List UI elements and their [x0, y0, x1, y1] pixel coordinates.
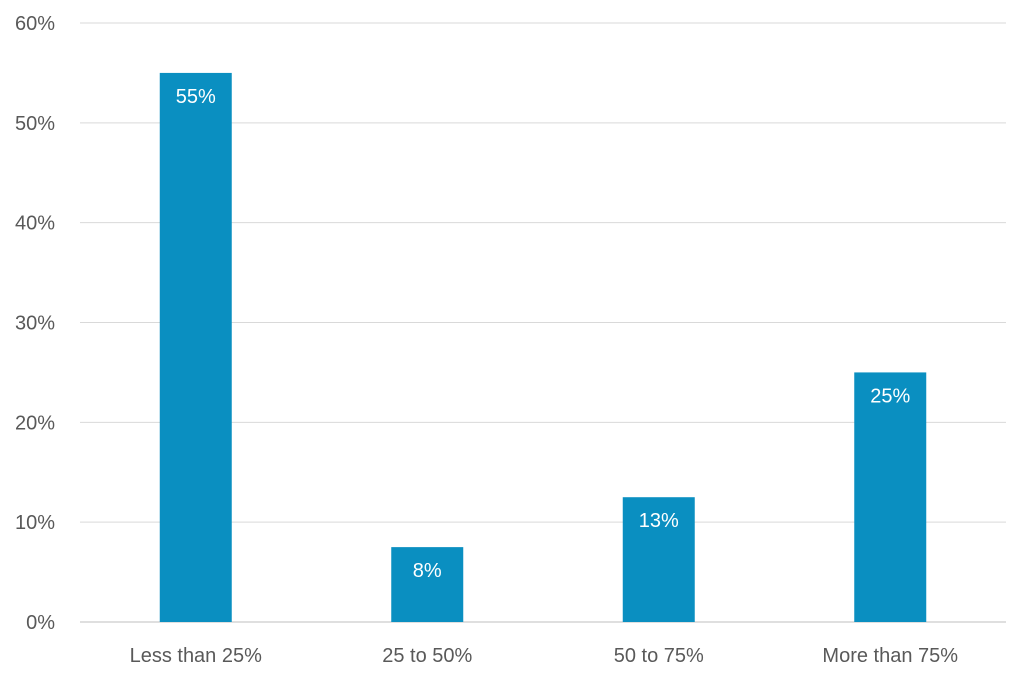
y-tick-label: 50% — [15, 113, 55, 135]
data-label: 25% — [870, 385, 910, 407]
y-tick-label: 20% — [15, 412, 55, 434]
x-tick-label: 50 to 75% — [614, 645, 704, 667]
bar — [622, 497, 695, 622]
y-axis-tick-labels: 0% 10% 20% 30% 40% 50% 60% — [15, 13, 55, 634]
gridlines — [80, 22, 1006, 623]
y-tick-label: 60% — [15, 13, 55, 35]
bar — [391, 547, 464, 622]
y-tick-label: 30% — [15, 313, 55, 335]
bar — [159, 72, 232, 622]
x-axis-tick-labels: Less than 25% 25 to 50% 50 to 75% More than… — [130, 645, 959, 667]
x-tick-label: Less than 25% — [130, 645, 263, 667]
y-tick-label: 10% — [15, 512, 55, 534]
y-tick-label: 0% — [26, 612, 55, 634]
x-tick-label: More than 75% — [822, 645, 958, 667]
data-label: 55% — [176, 86, 216, 108]
data-labels: 55% 8% 13% 25% — [176, 86, 911, 582]
y-tick-label: 40% — [15, 213, 55, 235]
data-label: 13% — [639, 510, 679, 532]
bar — [854, 372, 927, 622]
data-label: 8% — [413, 560, 442, 582]
bars — [159, 72, 927, 622]
x-tick-label: 25 to 50% — [382, 645, 472, 667]
